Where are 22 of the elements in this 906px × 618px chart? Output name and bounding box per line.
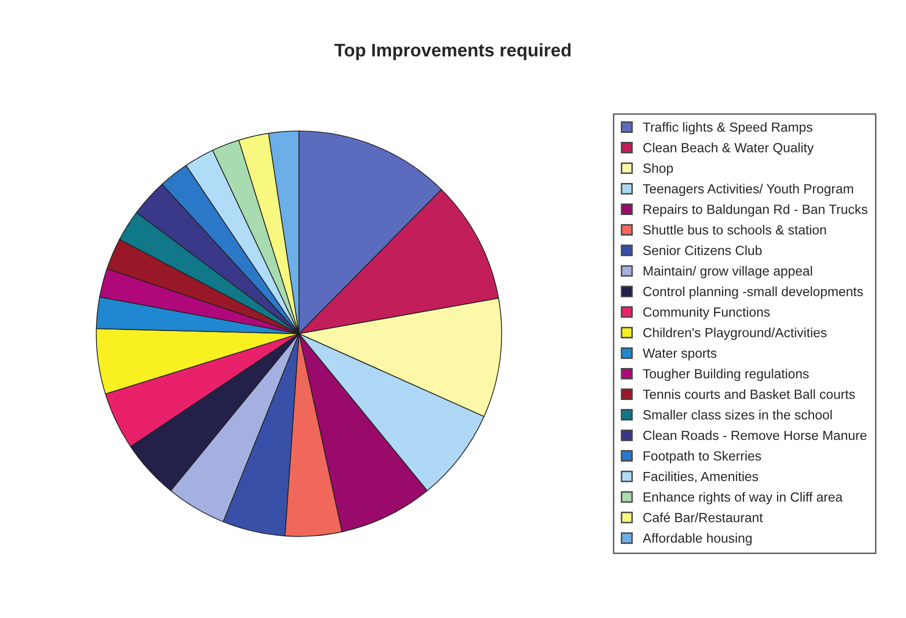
legend-label: Tennis courts and Basket Ball courts xyxy=(642,389,855,399)
legend-label: Café Bar/Restaurant xyxy=(643,512,763,522)
legend-label: Facilities, Amenities xyxy=(644,471,758,483)
chart-title: Top Improvements required xyxy=(334,43,571,60)
legend-label: Community Functions xyxy=(643,307,770,320)
legend-label: Maintain/ grow village appeal xyxy=(644,266,812,278)
legend-label: Footpath to Skerries xyxy=(644,450,761,464)
legend-label: Traffic lights & Speed Ramps xyxy=(642,122,812,134)
legend-label: Water sports xyxy=(642,348,716,360)
legend-label: Clean Beach & Water Quality xyxy=(643,142,814,155)
legend-label: Control planning -small developments xyxy=(643,286,863,299)
legend-label: Shuttle bus to schools & station xyxy=(643,224,826,235)
legend-label: Children's Playground/Activities xyxy=(643,328,827,340)
legend-label: Repairs to Baldungan Rd - Ban Trucks xyxy=(644,204,868,217)
legend-label: Enhance rights of way in Cliff area xyxy=(644,492,843,504)
legend-label: Teenagers Activities/ Youth Program xyxy=(642,184,854,196)
legend-label: Senior Citizens Club xyxy=(643,245,762,256)
legend-label: Tougher Building regulations xyxy=(642,368,809,382)
legend-label: Clean Roads - Remove Horse Manure xyxy=(643,430,866,440)
legend-label: Smaller class sizes in the school xyxy=(643,410,832,420)
legend-label: Shop xyxy=(643,163,673,176)
legend-label: Affordable housing xyxy=(642,533,752,546)
